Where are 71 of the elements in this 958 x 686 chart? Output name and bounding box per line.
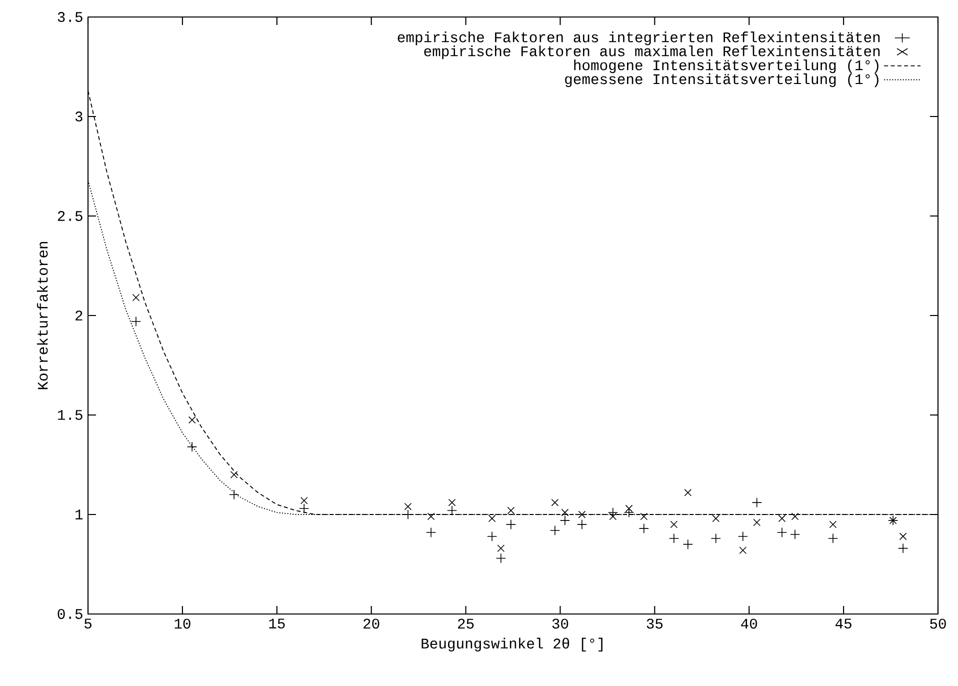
point (829, 520, 837, 528)
point (776, 527, 788, 538)
point (640, 512, 648, 520)
point (561, 508, 569, 516)
point (427, 512, 435, 520)
point (497, 544, 505, 552)
y-axis-title: Korrekturfaktoren (36, 242, 48, 390)
point (638, 523, 649, 534)
point (496, 553, 506, 564)
legend-label: empirische Faktoren aus maximalen Reflexintensitäten (424, 46, 880, 60)
x-axis-title: Beugungswinkel 2θ [°] (422, 638, 602, 652)
point (778, 514, 786, 522)
point (228, 490, 240, 500)
x-tick-label: 35 (646, 618, 663, 629)
legend-label: homogene Intensitätsverteilung (1°) (574, 59, 878, 74)
point (188, 416, 196, 424)
point (753, 518, 761, 526)
x-tick-label: 15 (269, 618, 285, 628)
point (668, 533, 679, 544)
point (682, 539, 693, 550)
point (578, 510, 586, 518)
point (670, 520, 678, 528)
y-tick-label: 2.5 (58, 211, 82, 221)
point (446, 505, 458, 516)
y-tick-label: 0.5 (58, 609, 82, 619)
y-tick-label: 1 (76, 510, 83, 520)
point (560, 515, 570, 526)
point (132, 294, 140, 302)
point (187, 442, 198, 452)
point (300, 496, 308, 504)
point (791, 512, 799, 520)
point (712, 514, 720, 522)
legend-label: gemessene Intensitätsverteilung (1°) (565, 73, 878, 88)
y-tick-label: 2 (76, 310, 82, 320)
x-tick-label: 5 (84, 618, 92, 628)
legend-label: empirische Faktoren aus integrierten Reflexintensitäten (398, 32, 880, 46)
point (608, 507, 618, 518)
y-tick-label: 1.5 (58, 410, 82, 420)
x-tick-label: 20 (364, 618, 380, 629)
point (426, 527, 436, 538)
x-tick-label: 30 (552, 618, 568, 629)
point (404, 502, 412, 510)
point (230, 470, 238, 478)
point (684, 488, 692, 496)
point (609, 512, 617, 520)
point (486, 531, 498, 542)
point (448, 498, 456, 506)
point (738, 531, 748, 542)
x-tick-label: 50 (930, 618, 946, 629)
x-tick-label: 10 (174, 618, 190, 629)
point (739, 546, 747, 554)
y-tick-label: 3 (75, 112, 82, 122)
point (488, 514, 496, 522)
point (507, 506, 515, 514)
point (710, 533, 721, 544)
point (130, 316, 142, 327)
point (550, 525, 560, 536)
point (299, 503, 310, 514)
point (899, 532, 907, 540)
y-tick-label: 3.5 (58, 12, 82, 22)
x-tick-label: 45 (835, 618, 852, 628)
point (506, 519, 516, 530)
x-tick-label: 40 (741, 618, 758, 629)
point (551, 498, 559, 506)
point (898, 543, 908, 554)
point (624, 507, 634, 518)
point (790, 529, 800, 540)
point (828, 533, 838, 544)
point (576, 519, 588, 530)
x-tick-label: 25 (458, 618, 474, 629)
point (752, 497, 762, 508)
